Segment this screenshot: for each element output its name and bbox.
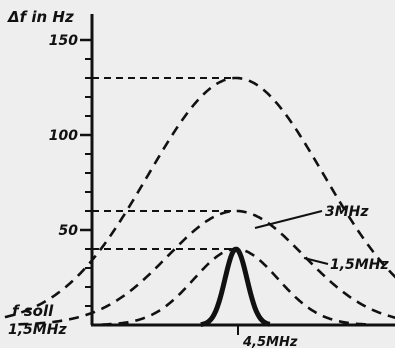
x-axis-title-line-1: f soll (12, 302, 54, 320)
curve-dashed (0, 76, 395, 320)
chart-curves (0, 76, 395, 327)
y-tick-label: 100 (49, 128, 78, 144)
y-tick-label: 150 (49, 33, 78, 49)
chart-labels: Δf in Hz f soll 1,5MHz 4,5MHz 3MHz 1,5MHz (7, 8, 389, 348)
chart-axes (90, 14, 395, 327)
curve-dashed (18, 209, 395, 326)
y-tick-label: 50 (59, 223, 79, 239)
series-leader-line (303, 257, 329, 265)
series-label: 1,5MHz (330, 257, 389, 273)
reference-lines (92, 77, 232, 250)
curve-solid (199, 246, 271, 327)
series-leader-line (254, 210, 323, 229)
x-center-label: 4,5MHz (242, 335, 298, 348)
y-axis-ticks: 50 100 150 (49, 33, 92, 307)
y-axis-title: Δf in Hz (7, 8, 74, 26)
series-label: 3MHz (325, 204, 369, 220)
x-axis-title-line-2: 1,5MHz (8, 322, 67, 338)
